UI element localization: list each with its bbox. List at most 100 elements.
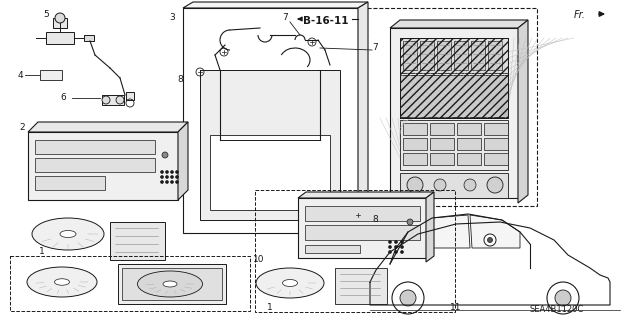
Text: B-16-11: B-16-11 — [303, 16, 349, 26]
Bar — [430, 153, 454, 165]
Polygon shape — [426, 192, 434, 262]
Bar — [403, 123, 427, 135]
Text: 8: 8 — [177, 76, 183, 85]
Circle shape — [400, 290, 416, 306]
Circle shape — [392, 282, 424, 314]
Circle shape — [434, 179, 446, 191]
Bar — [430, 123, 454, 135]
Circle shape — [166, 175, 168, 179]
Polygon shape — [470, 215, 520, 248]
Circle shape — [401, 241, 403, 243]
Text: 4: 4 — [17, 70, 23, 79]
Bar — [430, 138, 454, 150]
Polygon shape — [28, 122, 188, 132]
Bar — [335, 268, 387, 304]
Bar — [183, 8, 358, 233]
Polygon shape — [390, 20, 528, 28]
Bar — [400, 38, 508, 118]
Bar — [454, 41, 468, 70]
Bar — [367, 8, 537, 206]
Circle shape — [547, 282, 579, 314]
Circle shape — [161, 175, 163, 179]
Circle shape — [394, 246, 397, 249]
Bar — [122, 268, 222, 300]
Bar — [126, 92, 134, 100]
Bar — [305, 225, 420, 240]
Ellipse shape — [256, 268, 324, 298]
Text: 5: 5 — [43, 10, 49, 19]
Circle shape — [555, 290, 571, 306]
Circle shape — [170, 175, 173, 179]
Bar — [457, 153, 481, 165]
Circle shape — [102, 96, 110, 104]
Polygon shape — [358, 2, 368, 233]
Circle shape — [388, 246, 392, 249]
Bar — [471, 41, 485, 70]
Ellipse shape — [32, 218, 104, 250]
Circle shape — [487, 177, 503, 193]
Circle shape — [407, 219, 413, 225]
Circle shape — [388, 241, 392, 243]
Bar — [35, 158, 155, 172]
Text: 11: 11 — [450, 302, 461, 311]
Text: 10: 10 — [253, 255, 264, 264]
Ellipse shape — [60, 231, 76, 238]
Bar — [400, 38, 508, 118]
Bar — [457, 123, 481, 135]
Polygon shape — [183, 2, 368, 8]
Bar — [400, 75, 508, 117]
Bar — [102, 95, 124, 105]
Circle shape — [401, 246, 403, 249]
Bar — [403, 153, 427, 165]
Bar — [403, 41, 417, 70]
Bar — [400, 38, 508, 73]
Text: 7: 7 — [282, 13, 288, 23]
Text: 6: 6 — [60, 93, 66, 102]
Circle shape — [401, 250, 403, 254]
Bar — [484, 123, 508, 135]
Text: 7: 7 — [372, 43, 378, 53]
Text: 1: 1 — [267, 302, 273, 311]
Bar — [437, 41, 451, 70]
Bar — [35, 176, 105, 190]
Circle shape — [488, 238, 493, 242]
Circle shape — [175, 181, 179, 183]
Text: 2: 2 — [19, 123, 25, 132]
Polygon shape — [410, 215, 470, 248]
Ellipse shape — [163, 281, 177, 287]
Bar — [10, 256, 250, 311]
Circle shape — [388, 250, 392, 254]
Circle shape — [166, 170, 168, 174]
Circle shape — [116, 96, 124, 104]
Bar — [84, 35, 94, 41]
Bar — [484, 138, 508, 150]
Bar — [298, 198, 426, 258]
Bar — [420, 41, 434, 70]
Bar — [28, 132, 178, 200]
Bar — [457, 138, 481, 150]
Bar — [35, 140, 155, 154]
Bar — [110, 222, 165, 260]
Circle shape — [394, 250, 397, 254]
Text: 1: 1 — [39, 248, 45, 256]
Bar — [403, 138, 427, 150]
Bar — [200, 70, 340, 220]
Polygon shape — [298, 192, 434, 198]
Text: 3: 3 — [169, 13, 175, 23]
Bar — [305, 245, 360, 253]
Bar — [400, 173, 508, 198]
Polygon shape — [178, 122, 188, 200]
Circle shape — [55, 13, 65, 23]
Ellipse shape — [282, 279, 298, 286]
Text: SEA4B1120C: SEA4B1120C — [530, 305, 584, 314]
Bar — [210, 135, 330, 210]
Bar — [400, 120, 508, 170]
Circle shape — [170, 170, 173, 174]
Polygon shape — [518, 20, 528, 203]
Circle shape — [161, 181, 163, 183]
Circle shape — [166, 181, 168, 183]
Circle shape — [175, 170, 179, 174]
Circle shape — [175, 175, 179, 179]
Circle shape — [407, 177, 423, 193]
Circle shape — [162, 152, 168, 158]
